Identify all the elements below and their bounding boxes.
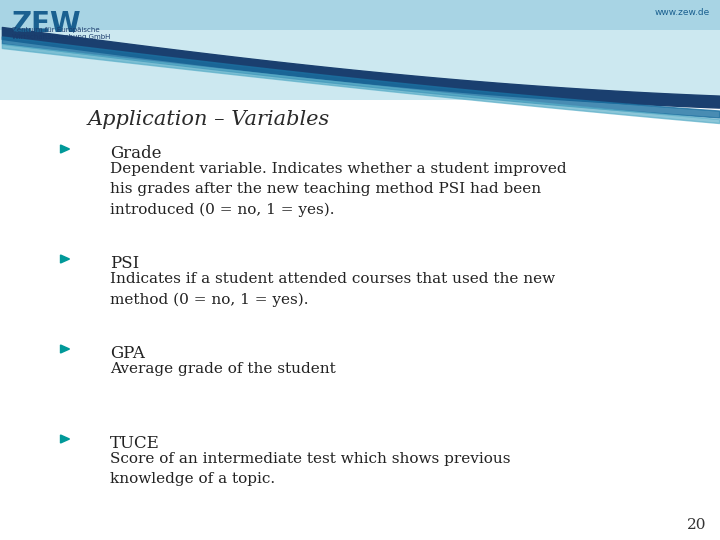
Polygon shape — [60, 345, 70, 353]
Text: TUCE: TUCE — [110, 435, 160, 452]
Text: Score of an intermediate test which shows previous
knowledge of a topic.: Score of an intermediate test which show… — [110, 452, 510, 486]
Text: GPA: GPA — [110, 345, 145, 362]
Text: Indicates if a student attended courses that used the new
method (0 = no, 1 = ye: Indicates if a student attended courses … — [110, 272, 555, 307]
Text: 20: 20 — [686, 518, 706, 532]
Text: PSI: PSI — [110, 255, 139, 272]
Polygon shape — [60, 145, 70, 153]
Text: Zentrum für Europäische
Wirtschaftsforschung GmbH: Zentrum für Europäische Wirtschaftsforsc… — [12, 27, 110, 40]
Text: Grade: Grade — [110, 145, 161, 162]
Bar — [0, 0, 720, 100]
Text: Application – Variables: Application – Variables — [88, 110, 330, 129]
Text: www.zew.de: www.zew.de — [654, 8, 710, 17]
Text: Dependent variable. Indicates whether a student improved
his grades after the ne: Dependent variable. Indicates whether a … — [110, 162, 567, 217]
Polygon shape — [60, 255, 70, 263]
Text: ZEW: ZEW — [12, 10, 81, 38]
Bar — [0, 0, 720, 30]
Text: Average grade of the student: Average grade of the student — [110, 362, 336, 376]
Polygon shape — [60, 435, 70, 443]
